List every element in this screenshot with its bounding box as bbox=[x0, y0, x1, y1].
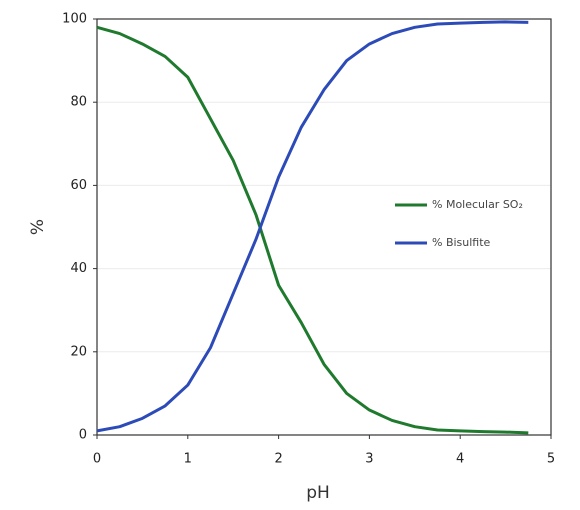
y-tick-label: 0 bbox=[79, 428, 87, 443]
data-line bbox=[96, 25, 529, 435]
x-tick-label: 5 bbox=[547, 452, 555, 467]
data-line bbox=[96, 20, 529, 433]
x-tick-label: 4 bbox=[456, 452, 464, 467]
x-axis-label: pH bbox=[306, 483, 330, 503]
legend-label: % Molecular SO₂ bbox=[432, 198, 523, 211]
y-tick-label: 100 bbox=[62, 12, 87, 27]
x-tick-label: 0 bbox=[93, 452, 101, 467]
x-tick-label: 3 bbox=[365, 452, 373, 467]
y-axis-label: % bbox=[28, 219, 48, 235]
plot-frame bbox=[96, 18, 552, 436]
y-tick-label: 40 bbox=[70, 261, 87, 276]
y-tick-label: 20 bbox=[70, 344, 87, 359]
legend-label: % Bisulfite bbox=[432, 236, 491, 249]
y-tick-label: 60 bbox=[70, 178, 87, 193]
x-tick-label: 2 bbox=[274, 452, 282, 467]
y-tick-label: 80 bbox=[70, 95, 87, 110]
x-tick-label: 1 bbox=[184, 452, 192, 467]
